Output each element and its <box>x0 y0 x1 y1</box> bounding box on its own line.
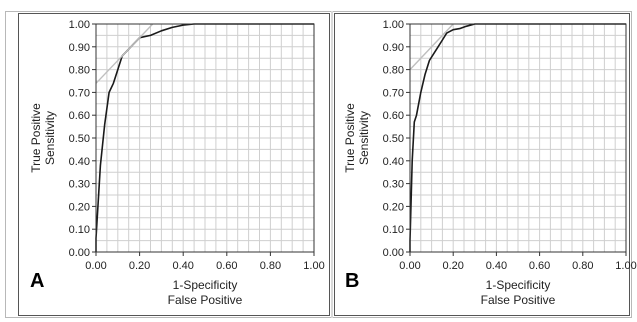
y-tick-label: 1.00 <box>383 19 404 31</box>
y-tick-label: 0.60 <box>383 110 404 122</box>
y-tick-label: 0.30 <box>69 179 90 191</box>
y-axis-label-line1: True Positive <box>343 103 357 173</box>
y-tick-label: 0.30 <box>383 179 404 191</box>
tangent-line-a <box>95 23 154 84</box>
y-tick-label: 0.20 <box>383 201 404 213</box>
y-tick-label: 0.00 <box>69 247 90 259</box>
y-tick-label: 0.10 <box>69 224 90 236</box>
y-axis-label-line2: Sensitivity <box>43 111 57 165</box>
x-axis-label-line2: False Positive <box>481 293 556 307</box>
y-tick-label: 0.90 <box>69 42 90 54</box>
x-tick-label: 0.60 <box>216 260 237 272</box>
y-tick-label: 0.20 <box>69 201 90 213</box>
y-tick-label: 0.40 <box>69 156 90 168</box>
panel-label-b: B <box>345 270 359 292</box>
x-tick-label: 0.80 <box>260 260 281 272</box>
y-tick-label: 0.70 <box>383 87 404 99</box>
y-tick-label: 0.50 <box>383 133 404 145</box>
x-axis-label-line1: 1-Specificity <box>173 278 238 292</box>
tangent-line-b <box>409 23 454 71</box>
y-tick-label: 0.80 <box>383 65 404 77</box>
x-tick-label: 1.00 <box>303 260 324 272</box>
x-tick-label: 0.60 <box>529 260 550 272</box>
roc-curve-b <box>409 23 626 252</box>
y-tick-label: 0.60 <box>69 110 90 122</box>
y-tick-label: 0.90 <box>383 42 404 54</box>
x-tick-label: 0.00 <box>85 260 106 272</box>
y-tick-label: 0.10 <box>383 224 404 236</box>
x-tick-label: 0.20 <box>129 260 150 272</box>
x-tick-label: 0.00 <box>399 260 420 272</box>
x-tick-label: 0.40 <box>172 260 193 272</box>
x-tick-label: 0.20 <box>442 260 463 272</box>
x-axis-label-line2: False Positive <box>168 293 243 307</box>
x-tick-label: 0.80 <box>572 260 593 272</box>
y-tick-label: 0.40 <box>383 156 404 168</box>
y-tick-label: 0.80 <box>69 65 90 77</box>
x-axis-label-line1: 1-Specificity <box>486 278 551 292</box>
x-tick-label: 1.00 <box>615 260 636 272</box>
y-axis-label-line1: True Positive <box>29 103 43 173</box>
y-tick-label: 0.70 <box>69 87 90 99</box>
y-tick-label: 1.00 <box>69 19 90 31</box>
y-axis-label-line2: Sensitivity <box>357 111 371 165</box>
panel-divider <box>331 11 333 318</box>
y-tick-label: 0.50 <box>69 133 90 145</box>
x-tick-label: 0.40 <box>486 260 507 272</box>
panel-label-a: A <box>30 270 44 292</box>
y-tick-label: 0.00 <box>383 247 404 259</box>
